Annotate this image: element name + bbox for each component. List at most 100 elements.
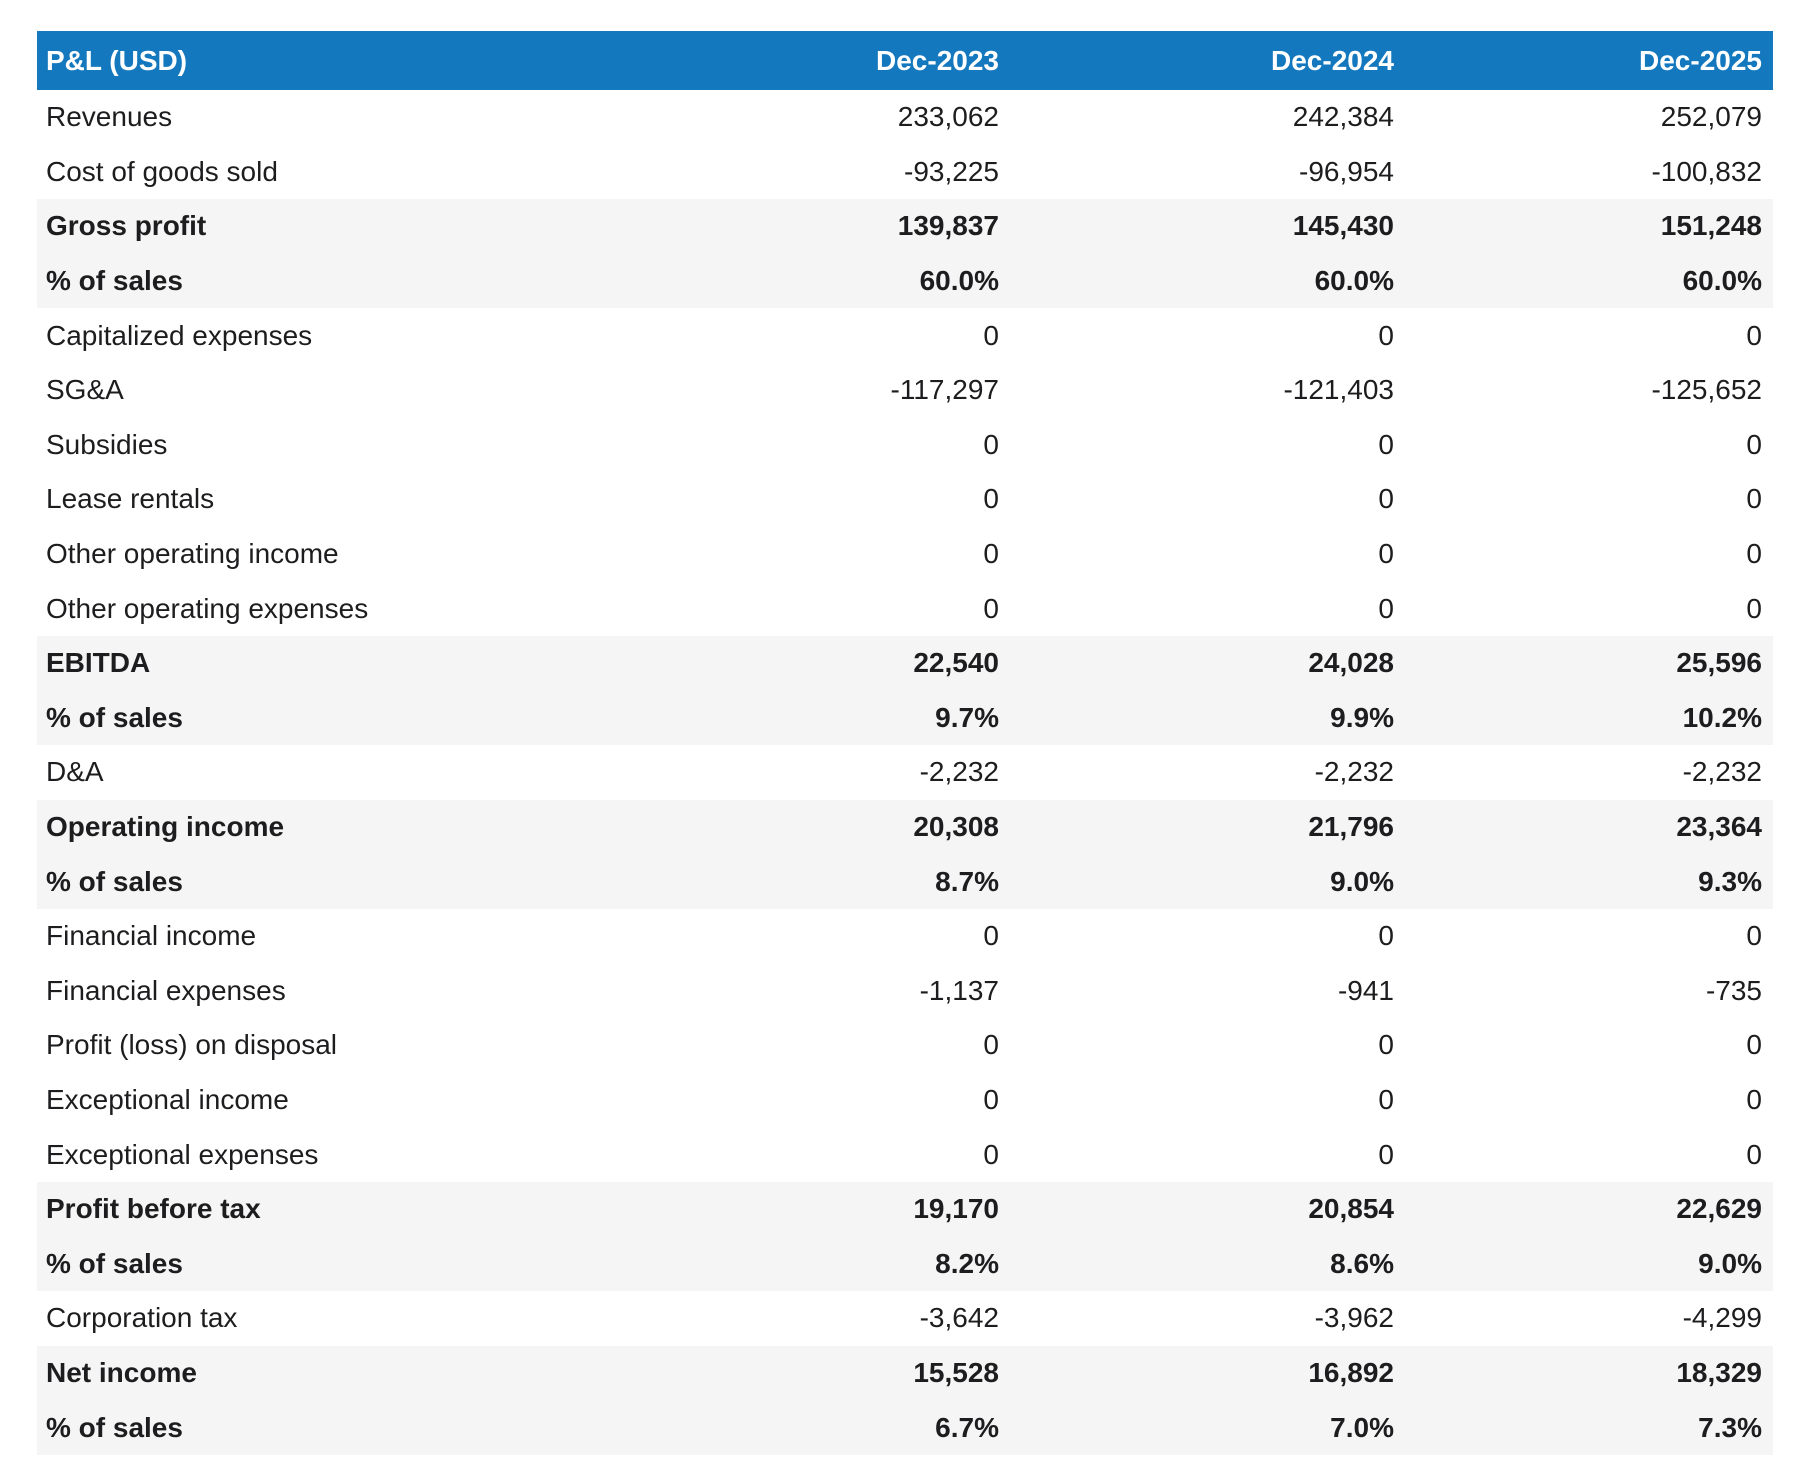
row-label: Financial expenses — [46, 974, 286, 1006]
cell-value: 9.0% — [1010, 854, 1405, 909]
cell-value: 0 — [983, 319, 999, 351]
cell-value: 0 — [1378, 920, 1394, 952]
table-row: Net income 15,528 16,892 18,329 — [37, 1345, 1773, 1401]
table-row: Exceptional income 0 0 0 — [37, 1073, 1773, 1128]
cell-value: 242,384 — [1292, 101, 1394, 133]
cell-value: 0 — [983, 483, 999, 515]
pl-statement-table: P&L (USD) Dec-2023 Dec-2024 Dec-2025 Rev… — [37, 31, 1773, 1455]
cell-value: -2,232 — [1682, 756, 1762, 788]
row-label: Capitalized expenses — [46, 319, 313, 351]
row-label: Revenues — [46, 101, 173, 133]
table-row: Capitalized expenses 0 0 0 — [37, 308, 1773, 363]
cell-value: 0 — [1746, 483, 1762, 515]
header-cell-period-3: Dec-2025 — [1405, 31, 1773, 90]
table-row: Gross profit 139,837 145,430 151,248 — [37, 199, 1773, 254]
cell-value: 16,892 — [1010, 1345, 1405, 1401]
table-row: D&A -2,232 -2,232 -2,232 — [37, 745, 1773, 800]
cell-value: 145,430 — [1010, 199, 1405, 254]
table-row: SG&A -117,297 -121,403 -125,652 — [37, 363, 1773, 418]
cell-value: 0 — [1378, 1138, 1394, 1170]
cell-value: 0 — [1746, 1029, 1762, 1061]
table-row: Other operating income 0 0 0 — [37, 527, 1773, 582]
table-body: Revenues 233,062 242,384 252,079 Cost of goo… — [37, 90, 1773, 1455]
cell-value: -1,137 — [919, 974, 999, 1006]
cell-value: 24,028 — [1010, 635, 1405, 691]
cell-value: 18,329 — [1405, 1345, 1773, 1401]
cell-value: 60.0% — [1405, 253, 1773, 309]
cell-value: -117,297 — [890, 374, 999, 406]
cell-value: 10.2% — [1405, 690, 1773, 746]
cell-value: 139,837 — [615, 199, 1010, 254]
table-row: Other operating expenses 0 0 0 — [37, 581, 1773, 636]
row-label: Cost of goods sold — [46, 155, 278, 187]
row-label: Exceptional expenses — [46, 1138, 319, 1170]
row-label: Profit before tax — [37, 1181, 615, 1237]
table-row: EBITDA 22,540 24,028 25,596 — [37, 635, 1773, 691]
cell-value: 0 — [983, 920, 999, 952]
row-label: Other operating expenses — [46, 592, 369, 624]
cell-value: 21,796 — [1010, 799, 1405, 855]
cell-value: 7.0% — [1010, 1400, 1405, 1455]
cell-value: 20,854 — [1010, 1181, 1405, 1237]
row-label: Net income — [37, 1345, 615, 1401]
cell-value: 15,528 — [615, 1345, 1010, 1401]
table-row: Financial income 0 0 0 — [37, 909, 1773, 964]
table-row: % of sales 9.7% 9.9% 10.2% — [37, 690, 1773, 746]
table-row: Operating income 20,308 21,796 23,364 — [37, 799, 1773, 855]
cell-value: 22,629 — [1405, 1181, 1773, 1237]
cell-value: -3,962 — [1314, 1302, 1394, 1334]
cell-value: -3,642 — [919, 1302, 999, 1334]
cell-value: 0 — [983, 538, 999, 570]
table-row: Financial expenses -1,137 -941 -735 — [37, 964, 1773, 1019]
cell-value: 233,062 — [897, 101, 999, 133]
table-row: % of sales 8.7% 9.0% 9.3% — [37, 854, 1773, 909]
table-row: % of sales 8.2% 8.6% 9.0% — [37, 1236, 1773, 1292]
table-header-row: P&L (USD) Dec-2023 Dec-2024 Dec-2025 — [37, 31, 1773, 90]
row-label: % of sales — [37, 1400, 615, 1455]
row-label: Operating income — [37, 799, 615, 855]
cell-value: 8.7% — [615, 854, 1010, 909]
cell-value: 252,079 — [1660, 101, 1762, 133]
cell-value: 23,364 — [1405, 799, 1773, 855]
cell-value: 7.3% — [1405, 1400, 1773, 1455]
table-row: Lease rentals 0 0 0 — [37, 472, 1773, 527]
cell-value: -2,232 — [919, 756, 999, 788]
pl-table-container: P&L (USD) Dec-2023 Dec-2024 Dec-2025 Rev… — [37, 31, 1773, 1455]
cell-value: -93,225 — [904, 155, 999, 187]
cell-value: 60.0% — [615, 253, 1010, 309]
row-label: Gross profit — [37, 199, 615, 254]
table-row: Cost of goods sold -93,225 -96,954 -100,832 — [37, 145, 1773, 200]
cell-value: 19,170 — [615, 1181, 1010, 1237]
cell-value: 9.0% — [1405, 1236, 1773, 1292]
cell-value: 0 — [1746, 428, 1762, 460]
cell-value: 60.0% — [1010, 253, 1405, 309]
cell-value: 9.3% — [1405, 854, 1773, 909]
cell-value: 0 — [1746, 1138, 1762, 1170]
cell-value: -2,232 — [1314, 756, 1394, 788]
row-label: % of sales — [37, 854, 615, 909]
row-label: Other operating income — [46, 538, 339, 570]
cell-value: 0 — [1746, 592, 1762, 624]
cell-value: -735 — [1705, 974, 1762, 1006]
cell-value: 8.6% — [1010, 1236, 1405, 1292]
cell-value: 0 — [1378, 483, 1394, 515]
cell-value: 0 — [983, 1029, 999, 1061]
cell-value: 0 — [1378, 428, 1394, 460]
row-label: Profit (loss) on disposal — [46, 1029, 338, 1061]
row-label: Corporation tax — [46, 1302, 238, 1334]
row-label: Subsidies — [46, 428, 168, 460]
cell-value: -941 — [1337, 974, 1394, 1006]
row-label: SG&A — [46, 374, 124, 406]
row-label: Lease rentals — [46, 483, 215, 515]
table-row: Subsidies 0 0 0 — [37, 418, 1773, 473]
cell-value: -96,954 — [1299, 155, 1394, 187]
cell-value: 22,540 — [615, 635, 1010, 691]
row-label: % of sales — [37, 1236, 615, 1292]
cell-value: 9.9% — [1010, 690, 1405, 746]
cell-value: 0 — [1746, 538, 1762, 570]
cell-value: 0 — [1746, 1083, 1762, 1115]
cell-value: 6.7% — [615, 1400, 1010, 1455]
cell-value: 0 — [1378, 592, 1394, 624]
cell-value: 0 — [1378, 538, 1394, 570]
